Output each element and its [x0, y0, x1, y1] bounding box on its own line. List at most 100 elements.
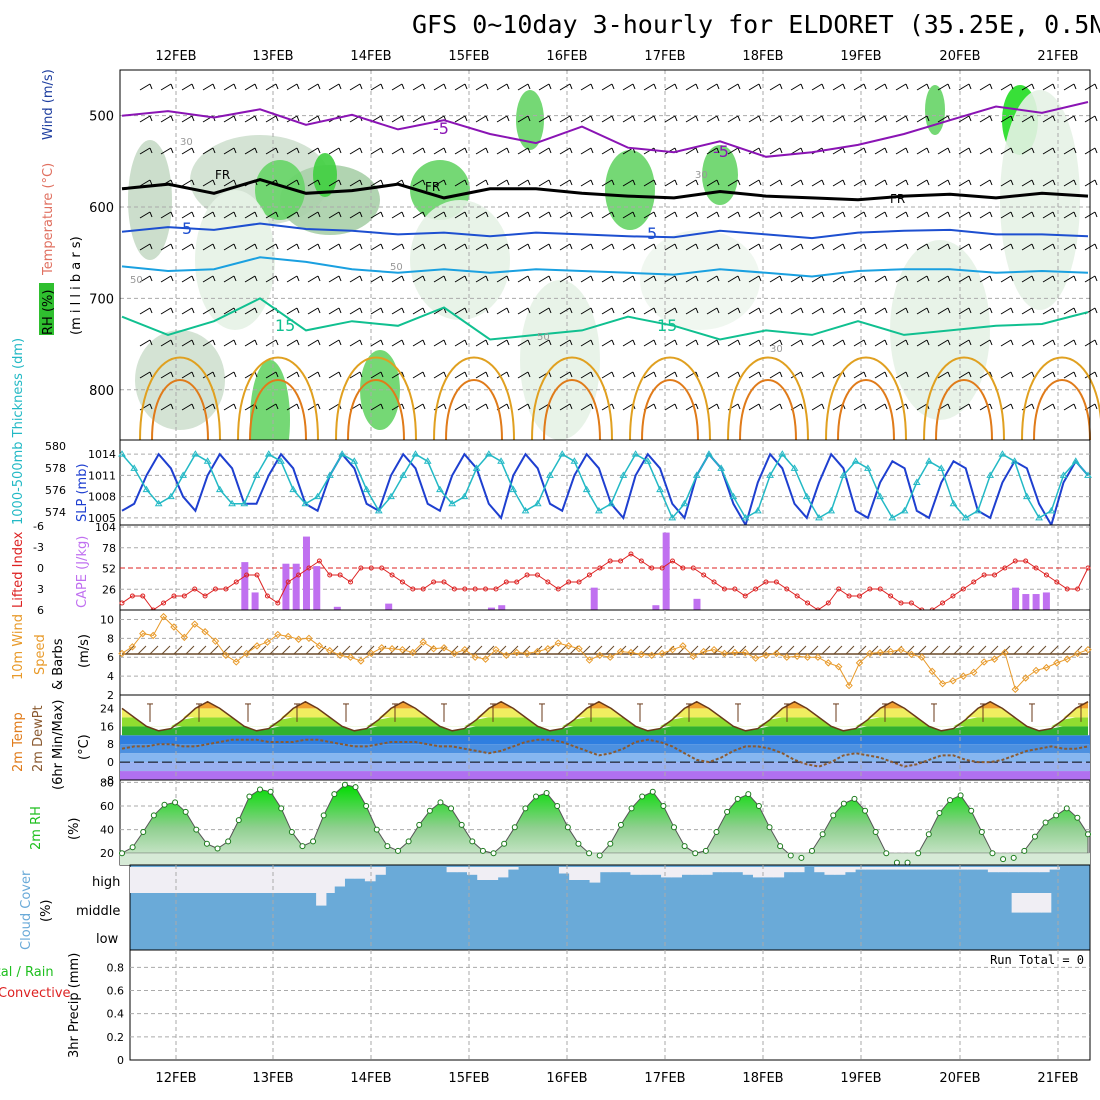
wind-barb-flag: [842, 371, 846, 378]
wind-barb: [223, 179, 235, 187]
wind-barb-flag: [275, 275, 279, 282]
cloud-gap: [885, 867, 897, 870]
rh-point: [554, 802, 561, 809]
wind-barb: [1042, 179, 1054, 187]
lifted-index-point: [181, 593, 187, 599]
rh-point: [437, 799, 444, 806]
cape-tick-label: 78: [102, 542, 116, 555]
wind-barb-10m: [353, 645, 363, 655]
wind-barb-10m: [1025, 645, 1035, 655]
wind-speed-point: [616, 647, 625, 656]
cloud-gap: [316, 893, 327, 906]
wind-barb: [895, 307, 907, 315]
thickness-point: [399, 471, 408, 478]
wind-barb-flag: [611, 339, 615, 346]
cloud-gap: [599, 867, 611, 873]
cloud-gap: [895, 867, 907, 870]
wind-barb-flag: [758, 307, 762, 314]
lifted-index-point: [264, 593, 270, 599]
wind-speed-point: [793, 652, 801, 660]
wind-barb: [853, 83, 865, 91]
wind-barb-flag: [1073, 147, 1077, 154]
wind-barb: [244, 147, 256, 155]
thickness-point: [1071, 457, 1080, 464]
wind-barb-flag: [359, 403, 363, 410]
wind-barb: [748, 83, 760, 91]
cape-bar: [292, 563, 300, 610]
lifted-index-point: [649, 565, 655, 571]
wind-barb: [832, 211, 844, 219]
wind-barb-flag: [800, 211, 804, 218]
wind-barb: [580, 147, 592, 155]
ylabel-cloud-cover: Cloud Cover: [19, 870, 34, 950]
wind-barb-flag: [968, 275, 972, 282]
wind-barb: [475, 275, 487, 283]
wind-barb-10m: [809, 645, 819, 655]
wind-barb: [223, 83, 235, 91]
temp-band: [120, 762, 1090, 772]
wind-speed-line: [118, 612, 1092, 694]
wind-barb: [349, 243, 361, 251]
wind-speed-point: [772, 649, 781, 658]
cloud-gap: [160, 867, 172, 893]
cloud-gap: [936, 867, 948, 870]
lifted-index-point: [659, 565, 665, 571]
wind-barb-flag: [170, 115, 174, 122]
temp-band: [122, 717, 1088, 727]
wind-barb-flag: [296, 371, 300, 378]
rh-point: [203, 840, 210, 847]
wind-barb: [307, 147, 319, 155]
wind-speed-point: [648, 651, 656, 660]
wind-barb-flag: [359, 211, 363, 218]
thickness-tick-label: 576: [45, 484, 66, 497]
thickness-point: [582, 485, 591, 493]
cape-bar: [302, 536, 310, 610]
thickness-point: [949, 499, 958, 507]
wind-barb-flag: [380, 339, 384, 346]
wind-barb: [454, 179, 466, 187]
wind-barb: [475, 115, 487, 123]
wind-barb-flag: [590, 307, 594, 314]
wind-barb: [580, 211, 592, 219]
wind-barb: [496, 211, 508, 219]
wind-barb: [727, 83, 739, 91]
wind-barb-10m: [1061, 645, 1071, 655]
wind-barb: [538, 243, 550, 251]
wind-barb: [685, 307, 697, 315]
wind-barb: [1042, 339, 1054, 347]
wind-barb-flag: [821, 211, 825, 218]
wind-barb: [1063, 275, 1075, 283]
rh-point: [320, 812, 327, 819]
wind-barb: [853, 243, 865, 251]
rh-point: [299, 843, 306, 850]
wind-barb: [286, 403, 298, 411]
wind-barb: [811, 371, 823, 379]
series-line-1: [121, 452, 1089, 520]
wind-barb: [370, 83, 382, 91]
wind-speed-point: [294, 635, 303, 643]
wind-barb: [874, 403, 886, 411]
wind-barb-flag: [611, 371, 615, 378]
wind-barb: [1000, 403, 1012, 411]
rh-point: [596, 852, 603, 859]
cloud-gap: [916, 867, 928, 870]
wind-barb: [790, 147, 802, 155]
wind-barb: [517, 115, 529, 123]
wind-barb-flag: [863, 211, 867, 218]
cloud-gap: [211, 867, 223, 893]
wind-barb-flag: [401, 275, 405, 282]
wind-barb-flag: [191, 115, 195, 122]
wind-barb: [265, 339, 277, 347]
wind-barb-10m: [269, 645, 279, 655]
wind-barb: [706, 307, 718, 315]
wind-barb: [559, 115, 571, 123]
lifted-index-point: [472, 586, 478, 592]
wind-barb-flag: [464, 243, 468, 250]
lifted-index-point: [607, 558, 613, 564]
lifted-index-point: [836, 586, 842, 592]
wind-barb: [685, 243, 697, 251]
rh-tick-label: 80: [100, 776, 114, 789]
wind-barb: [307, 307, 319, 315]
thickness-point: [362, 485, 371, 493]
wind-barb-flag: [968, 243, 972, 250]
